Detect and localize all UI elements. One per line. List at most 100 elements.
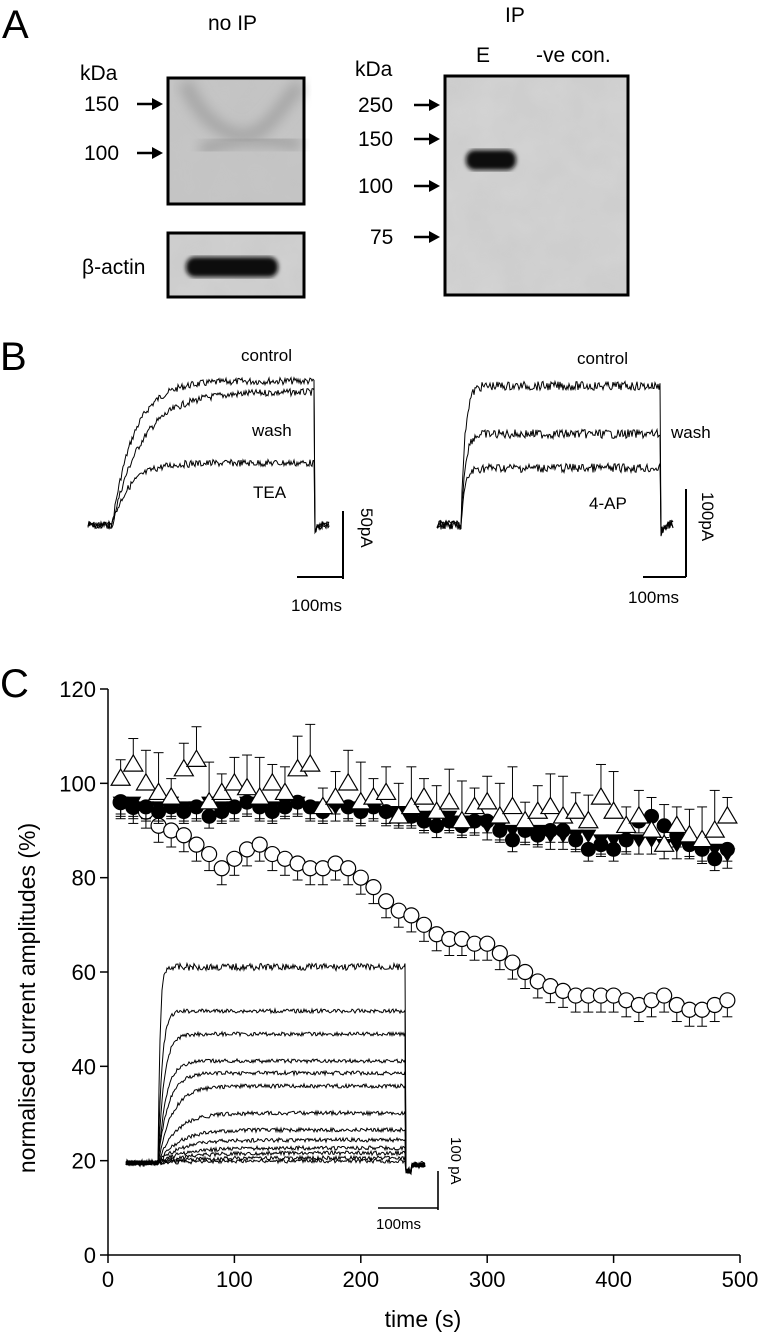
open-triangle-point — [603, 800, 625, 819]
inset-trace-5 — [125, 1082, 426, 1174]
open-circle-point — [403, 907, 420, 924]
x-tick-label: 200 — [342, 1267, 379, 1292]
filled-triangle-point — [618, 834, 635, 848]
inset-trace-8 — [125, 1136, 426, 1174]
open-triangle-point — [413, 786, 435, 805]
inset-trace-12 — [125, 1157, 426, 1175]
svg-text:150: 150 — [358, 128, 393, 151]
tea-current-traces — [87, 376, 330, 535]
open-circle-point — [251, 836, 268, 853]
panel-b: B control wash TEA 50pA 100ms control wa… — [0, 335, 717, 615]
no-ip-kda-label: kDa — [80, 62, 118, 85]
x-tick-label: 400 — [595, 1267, 632, 1292]
inset-trace-6 — [125, 1109, 426, 1174]
inset-trace-0 — [125, 961, 426, 1176]
open-circle-point — [365, 878, 382, 896]
tea-scale-current: 50pA — [357, 508, 376, 548]
y-axis-title: normalised current amplitudes (%) — [14, 823, 40, 1173]
open-triangle-point — [438, 791, 460, 810]
open-triangle-point — [716, 805, 738, 824]
open-triangle-point — [400, 796, 422, 815]
4ap-scale-bar — [643, 489, 687, 578]
open-triangle-point — [514, 810, 536, 829]
filled-triangle-point — [137, 801, 154, 815]
open-triangle-point — [173, 758, 195, 777]
open-circle-point — [504, 954, 521, 971]
y-tick-label: 100 — [59, 771, 96, 796]
x-tick-label: 300 — [469, 1267, 506, 1292]
x-tick-label: 100 — [216, 1267, 253, 1292]
open-circle-point — [213, 860, 230, 877]
open-triangle-point — [160, 786, 182, 805]
inset-current-traces — [125, 961, 426, 1176]
inset-trace-1 — [125, 1007, 426, 1175]
open-triangle-point — [236, 777, 258, 796]
filled-triangle-point — [302, 801, 319, 815]
4ap-current-traces — [436, 379, 674, 537]
y-tick-label: 80 — [72, 866, 96, 891]
open-triangle-point — [223, 772, 245, 791]
open-triangle-point — [274, 782, 296, 801]
open-circle-point — [188, 836, 205, 853]
x-tick-label: 500 — [722, 1267, 759, 1292]
panel-letter-a: A — [2, 3, 29, 47]
open-triangle-point — [122, 753, 144, 772]
svg-text:150: 150 — [84, 93, 119, 116]
open-triangle-point — [653, 833, 675, 852]
inset-trace-9 — [125, 1144, 426, 1172]
4ap-trace-1 — [436, 427, 674, 534]
inset-trace-11 — [125, 1154, 426, 1173]
open-triangle-point — [148, 782, 170, 801]
filled-triangle-point — [239, 796, 256, 811]
open-circle-point — [226, 850, 243, 867]
panel-a: A no IP kDa 150 100 β-actin — [2, 3, 630, 299]
actin-label: β-actin — [82, 256, 145, 279]
open-triangle-point — [615, 815, 637, 834]
open-triangle-point — [299, 753, 321, 772]
open-circle-point — [656, 987, 673, 1004]
filled-triangle-point — [605, 834, 622, 848]
tea-label-control: control — [241, 346, 292, 365]
open-triangle-point — [590, 786, 612, 805]
open-triangle-point — [451, 810, 473, 829]
open-triangle-point — [539, 796, 561, 815]
open-triangle-point — [249, 786, 271, 805]
open-triangle-point — [110, 767, 132, 786]
tea-label-wash: wash — [251, 421, 292, 440]
open-triangle-point — [666, 815, 688, 834]
svg-text:100: 100 — [358, 175, 393, 198]
y-tick-label: 0 — [84, 1243, 96, 1268]
open-triangle-point — [640, 819, 663, 838]
open-triangle-point — [577, 810, 599, 829]
filled-triangle-point — [555, 829, 572, 844]
open-circle-point — [352, 869, 369, 886]
panel-letter-b: B — [0, 335, 27, 379]
4ap-trace-0 — [436, 379, 674, 537]
open-triangle-point — [704, 819, 726, 838]
open-triangle-point — [185, 749, 208, 768]
filled-triangle-point — [542, 829, 559, 844]
inset-scale-current: 100 pA — [447, 1137, 464, 1185]
plot-data — [110, 723, 738, 1027]
open-circle-point — [175, 827, 192, 844]
4ap-trace-2 — [436, 462, 674, 533]
open-triangle-point — [211, 782, 233, 801]
open-triangle-point — [565, 800, 587, 819]
ip-marker-75: 75 — [370, 226, 440, 249]
y-tick-label: 60 — [72, 960, 96, 985]
ip-kda-label: kDa — [355, 58, 393, 81]
filled-triangle-point — [112, 796, 129, 811]
filled-triangle-point — [226, 801, 243, 815]
ip-lane-e: E — [476, 44, 490, 67]
open-triangle-point — [678, 824, 700, 843]
panel-letter-c: C — [0, 662, 29, 706]
open-triangle-point — [261, 772, 283, 791]
inset-trace-10 — [125, 1149, 426, 1174]
svg-text:100: 100 — [84, 142, 119, 165]
open-triangle-point — [628, 805, 650, 824]
ip-blot — [443, 74, 630, 297]
filled-triangle-point — [567, 829, 584, 844]
tea-scale-time: 100ms — [291, 596, 342, 615]
4ap-scale-current: 100pA — [698, 492, 717, 542]
